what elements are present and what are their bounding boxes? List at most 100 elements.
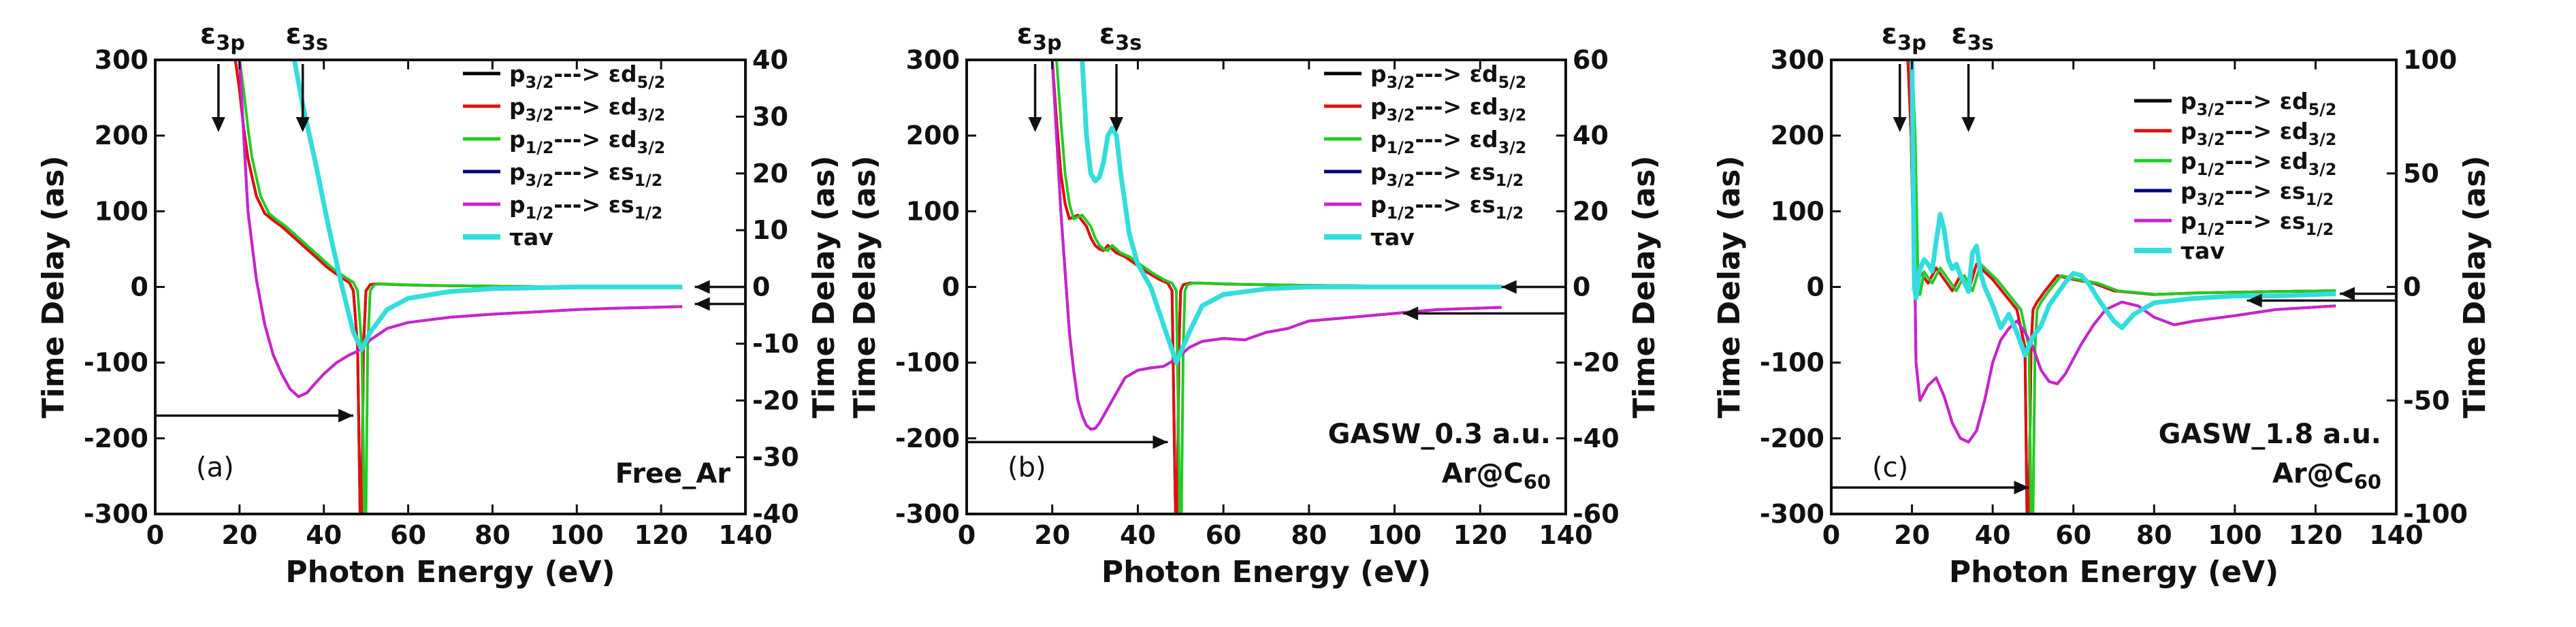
- y-left-tick-label: -300: [895, 499, 960, 529]
- indicator-arrow-head: [2014, 481, 2029, 495]
- threshold-arrow-head: [211, 117, 225, 132]
- x-tick-label: 0: [146, 520, 164, 550]
- indicator-arrow-head: [694, 280, 710, 294]
- threshold-label: ε3s: [1099, 17, 1142, 55]
- y-right-tick-label: -20: [752, 385, 799, 415]
- legend-entry: p3/2---> εs1/2: [1370, 159, 1524, 190]
- y-left-axis-label: Time Delay (as): [848, 156, 882, 419]
- y-left-tick-label: 100: [906, 196, 960, 226]
- panel-annotation: GASW_0.3 a.u.: [1328, 419, 1551, 450]
- x-tick-label: 20: [221, 520, 257, 550]
- threshold-arrow-head: [295, 117, 310, 132]
- y-right-tick-label: 0: [1573, 272, 1590, 302]
- x-tick-label: 80: [1291, 520, 1327, 550]
- y-left-tick-label: -100: [84, 348, 148, 378]
- x-tick-label: 20: [1894, 520, 1930, 550]
- y-right-tick-label: 30: [752, 101, 788, 131]
- y-left-tick-label: 300: [1771, 45, 1824, 75]
- legend-entry: p3/2---> εd5/2: [2180, 88, 2336, 119]
- indicator-arrow-head: [1153, 435, 1168, 449]
- y-left-tick-label: 0: [942, 272, 960, 302]
- threshold-label: ε3s: [286, 17, 328, 55]
- y-left-tick-label: -100: [1760, 348, 1824, 378]
- y-right-tick-label: -30: [752, 443, 799, 472]
- y-right-tick-label: -40: [1573, 423, 1620, 453]
- x-tick-label: 100: [2208, 520, 2261, 550]
- x-tick-label: 100: [1368, 520, 1421, 550]
- x-axis-label: Photon Energy (eV): [1101, 555, 1431, 590]
- legend-entry: τav: [509, 224, 553, 251]
- x-tick-label: 40: [1975, 520, 2011, 550]
- legend-entry: p3/2---> εs1/2: [2180, 178, 2334, 209]
- y-left-tick-label: 0: [131, 272, 148, 302]
- threshold-label: ε3s: [1951, 17, 1993, 55]
- threshold-arrow-head: [1961, 117, 1976, 132]
- threshold-arrow-head: [1110, 117, 1123, 132]
- y-left-tick-label: -200: [1760, 423, 1824, 453]
- threshold-label: ε3p: [1882, 17, 1927, 55]
- x-tick-label: 120: [634, 520, 688, 550]
- x-tick-label: 60: [1206, 520, 1242, 550]
- y-left-tick-label: 200: [95, 120, 148, 150]
- y-right-tick-label: 60: [1573, 45, 1609, 75]
- threshold-arrow-head: [1028, 117, 1042, 132]
- x-tick-label: 140: [1539, 520, 1592, 550]
- series-line-p1-2-s1-2: [1910, 60, 2336, 444]
- panel-label: (b): [1008, 452, 1046, 483]
- y-right-axis-label: Time Delay (as): [2458, 156, 2492, 419]
- y-left-tick-label: 100: [95, 196, 148, 226]
- y-right-tick-label: -40: [752, 499, 799, 529]
- y-right-tick-label: 0: [752, 272, 770, 302]
- legend-entry: p3/2---> εs1/2: [509, 159, 662, 190]
- legend-entry: p1/2---> εd3/2: [2180, 148, 2336, 179]
- x-tick-label: 0: [958, 520, 976, 550]
- y-right-tick-label: 20: [752, 159, 788, 189]
- y-right-tick-label: -100: [2403, 499, 2468, 529]
- indicator-arrow-head: [694, 297, 710, 311]
- x-axis-label: Photon Energy (eV): [1949, 555, 2279, 590]
- legend-entry: p3/2---> εd3/2: [509, 93, 665, 125]
- y-left-tick-label: -300: [84, 499, 148, 529]
- x-tick-label: 140: [2369, 520, 2423, 550]
- chart-panel-1: 0 20 40 60 80 100 120 140-300-200-1000100200300…: [36, 17, 841, 590]
- y-right-tick-label: 40: [1573, 120, 1609, 150]
- indicator-arrow-head: [2247, 293, 2262, 308]
- y-left-axis-label: Time Delay (as): [1712, 156, 1747, 419]
- series-line-av: [291, 60, 683, 352]
- panel-label: (a): [196, 452, 234, 483]
- y-left-axis-label: Time Delay (as): [36, 156, 71, 419]
- y-right-axis-label: Time Delay (as): [807, 156, 841, 419]
- indicator-arrow-head: [1501, 280, 1517, 294]
- series-line-p1-2-s1-2: [238, 60, 683, 398]
- panel-annotation: Free_Ar: [615, 458, 731, 489]
- y-left-tick-label: -200: [895, 423, 960, 453]
- x-tick-label: 80: [474, 520, 511, 550]
- indicator-arrow-head: [338, 408, 354, 423]
- x-tick-label: 40: [1120, 520, 1156, 550]
- series-line-p1-2-d3-2: [1910, 60, 2336, 514]
- series-line-p1-2-s1-2: [1050, 60, 1502, 431]
- y-left-tick-label: 200: [1771, 120, 1824, 150]
- y-left-tick-label: 100: [1771, 196, 1824, 226]
- series-group: [1050, 60, 1502, 514]
- y-right-tick-label: -60: [1573, 499, 1620, 529]
- y-right-tick-label: 20: [1573, 196, 1609, 226]
- y-left-tick-label: 0: [1807, 272, 1824, 302]
- x-tick-label: 120: [1453, 520, 1507, 550]
- y-right-tick-label: 100: [2403, 45, 2457, 75]
- legend-entry: p3/2---> εd5/2: [1370, 61, 1526, 92]
- threshold-arrow-head: [1893, 117, 1907, 132]
- x-tick-label: 100: [550, 520, 604, 550]
- series-line-p1-2-d3-2: [238, 60, 683, 514]
- x-tick-label: 0: [1822, 520, 1840, 550]
- x-tick-label: 60: [390, 520, 426, 550]
- y-right-tick-label: -20: [1573, 348, 1620, 378]
- chart-panel-2: 0 20 40 60 80 100 120 140-300-200-1000100200300…: [848, 17, 1662, 590]
- legend-entry: p1/2---> εs1/2: [509, 191, 662, 223]
- legend-entry: p1/2---> εs1/2: [1370, 191, 1524, 223]
- y-right-tick-label: 0: [2403, 272, 2421, 302]
- x-axis-label: Photon Energy (eV): [285, 555, 615, 590]
- legend-entry: p1/2---> εs1/2: [2180, 208, 2334, 239]
- legend-entry: p1/2---> εd3/2: [509, 126, 665, 157]
